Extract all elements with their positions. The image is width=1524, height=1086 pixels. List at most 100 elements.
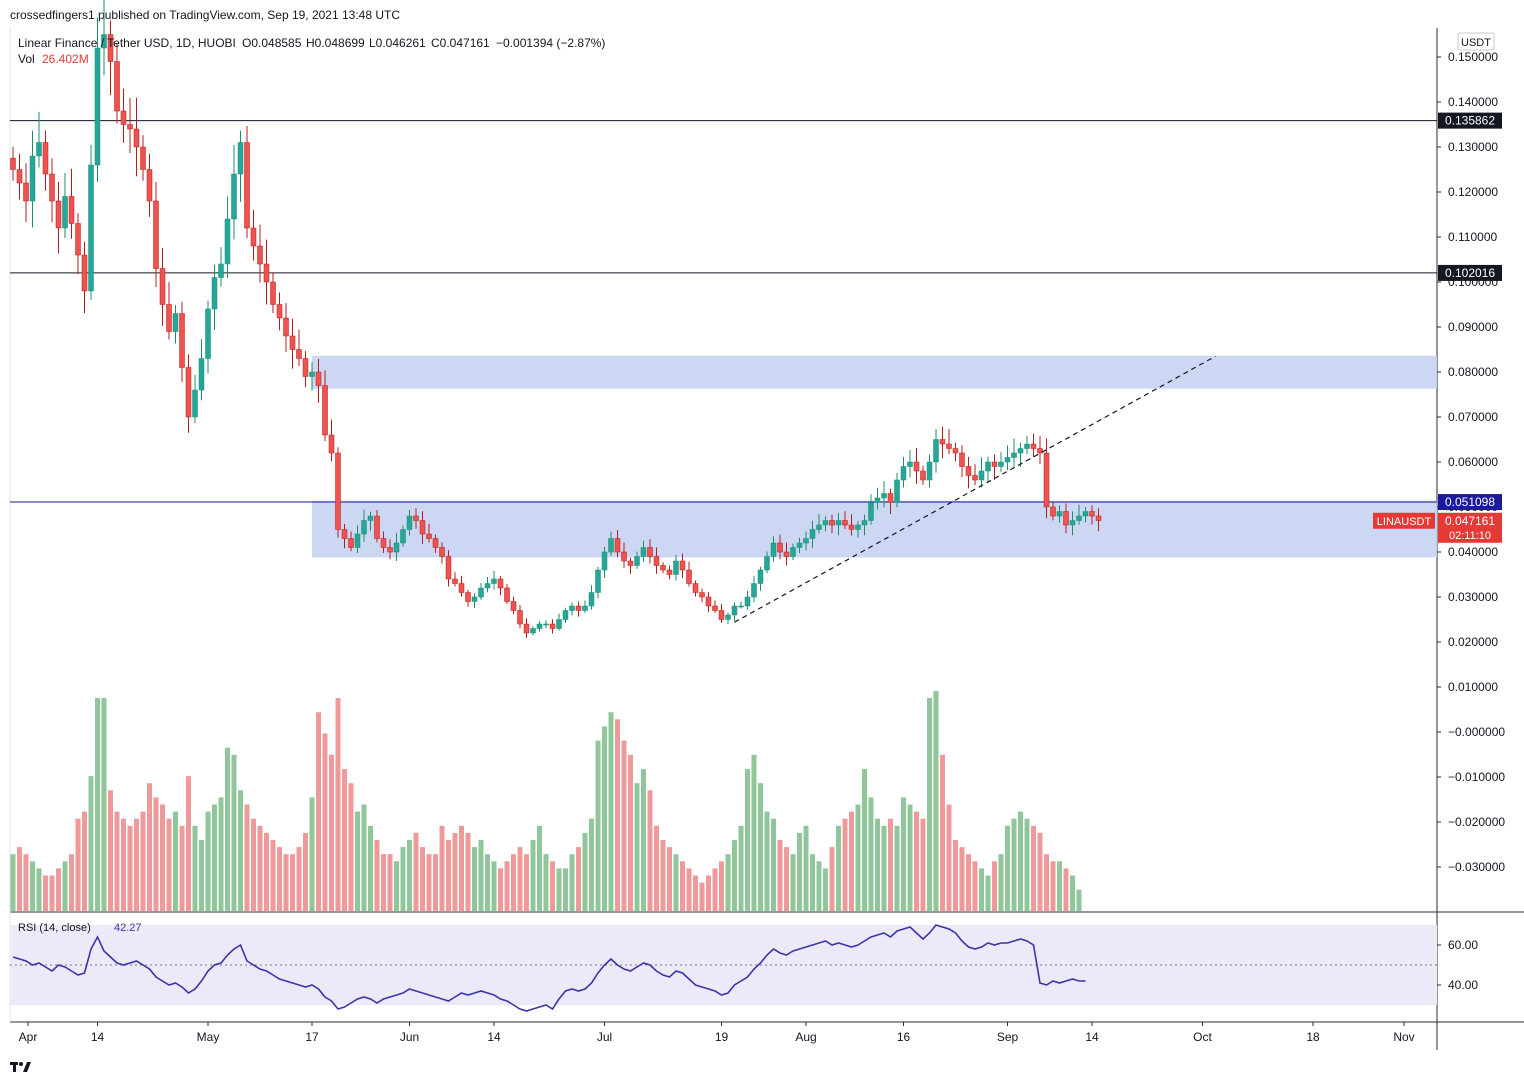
- currency-badge[interactable]: [1457, 32, 1495, 51]
- candle-body: [159, 268, 166, 305]
- volume-bar: [881, 825, 887, 911]
- candle-body: [705, 596, 712, 607]
- volume-bar: [894, 825, 900, 911]
- time-tick-label: 14: [91, 1030, 105, 1044]
- volume-bar: [1024, 818, 1030, 911]
- candle-body: [400, 529, 406, 544]
- volume-bar: [875, 818, 880, 911]
- last-price-tag[interactable]: [1438, 512, 1502, 543]
- candle-body: [276, 304, 283, 319]
- price-tick-label: 0.140000: [1448, 95, 1498, 109]
- volume-bar: [602, 726, 607, 911]
- candle-body: [686, 569, 692, 584]
- candle-body: [1050, 506, 1056, 517]
- ascending-trendline[interactable]: [734, 355, 1216, 623]
- candle-body: [647, 547, 653, 557]
- price-tick-label: 0.120000: [1448, 185, 1498, 199]
- candle-body: [627, 560, 634, 566]
- candle-body: [296, 349, 302, 359]
- ticker-tag[interactable]: [1373, 512, 1435, 529]
- candle-body: [413, 515, 419, 521]
- volume-bar: [166, 818, 172, 911]
- candle-body: [478, 587, 484, 598]
- volume-bar: [732, 840, 737, 911]
- candle-body: [998, 461, 1004, 467]
- volume-bar: [784, 847, 789, 911]
- legend-high: H0.048699: [306, 36, 365, 50]
- candle-body: [309, 371, 315, 377]
- candle-body: [816, 524, 822, 530]
- volume-bar: [426, 854, 432, 911]
- volume-bar: [504, 861, 510, 911]
- candle-body: [894, 479, 900, 503]
- volume-bar: [121, 818, 126, 911]
- volume-bar: [62, 861, 68, 911]
- candle-body: [1082, 511, 1089, 517]
- candle-body: [504, 587, 510, 602]
- volume-bar: [277, 847, 282, 911]
- volume-bar: [283, 854, 289, 911]
- volume-bar: [212, 804, 217, 911]
- supply-demand-zone-0[interactable]: [312, 355, 1437, 389]
- candle-body: [250, 227, 257, 247]
- candle-body: [426, 533, 432, 539]
- candle-body: [166, 304, 172, 332]
- candle-body: [517, 610, 523, 625]
- candle-body: [699, 592, 705, 598]
- candle-body: [81, 254, 88, 292]
- candle-body: [523, 623, 530, 634]
- legend-change: −0.001394 (−2.87%): [496, 36, 605, 50]
- volume-bar: [36, 868, 42, 911]
- candle-body: [718, 610, 725, 620]
- candle-body: [666, 569, 673, 575]
- candle-body: [848, 524, 855, 530]
- candle-body: [881, 493, 887, 499]
- tradingview-logo[interactable]: [10, 1060, 32, 1074]
- publisher-line: crossedfingers1 published on TradingView…: [10, 8, 401, 22]
- volume-bar: [108, 790, 113, 911]
- volume-bar: [777, 840, 783, 911]
- supply-demand-zone-1[interactable]: [312, 500, 1437, 558]
- price-tag-1[interactable]: [1438, 264, 1502, 281]
- candle-body: [36, 142, 42, 157]
- candle-body: [790, 547, 796, 557]
- volume-bar: [179, 825, 185, 911]
- candle-body: [237, 142, 244, 175]
- candle-body: [1004, 457, 1011, 463]
- candle-body: [114, 61, 120, 112]
- candle-body: [452, 578, 458, 584]
- candle-body: [530, 628, 536, 634]
- candle-body: [855, 524, 861, 530]
- volume-bar: [836, 825, 841, 911]
- rsi-line: [12, 924, 1086, 1012]
- volume-bar: [296, 847, 302, 911]
- price-tag-0[interactable]: [1438, 112, 1502, 129]
- volume-bar: [478, 840, 484, 911]
- legend-low: L0.046261: [369, 36, 426, 50]
- trendline-layer[interactable]: [734, 355, 1216, 623]
- candle-body: [679, 560, 686, 571]
- price-tag-2[interactable]: [1438, 494, 1502, 511]
- rsi-tick-label: 60.00: [1448, 938, 1478, 952]
- candle-body: [946, 443, 952, 449]
- volume-bar: [316, 712, 321, 911]
- volume-bar: [595, 740, 601, 911]
- candle-body: [1076, 515, 1082, 521]
- candle-body: [835, 520, 842, 526]
- volume-bar: [699, 882, 705, 911]
- volume-bar: [790, 854, 796, 911]
- volume-bar: [667, 847, 672, 911]
- candle-body: [796, 542, 803, 548]
- volume-bar: [134, 818, 139, 911]
- candle-body: [952, 448, 959, 454]
- volume-bar: [1011, 818, 1017, 911]
- candle-body: [1095, 515, 1102, 521]
- candle-body: [439, 547, 445, 557]
- horizontal-lines-layer[interactable]: [10, 120, 1437, 503]
- candle-body: [224, 218, 231, 265]
- volume-bar: [797, 832, 802, 911]
- volume-bar: [43, 875, 48, 911]
- candle-body: [380, 538, 387, 548]
- candles-layer: [10, 0, 1102, 638]
